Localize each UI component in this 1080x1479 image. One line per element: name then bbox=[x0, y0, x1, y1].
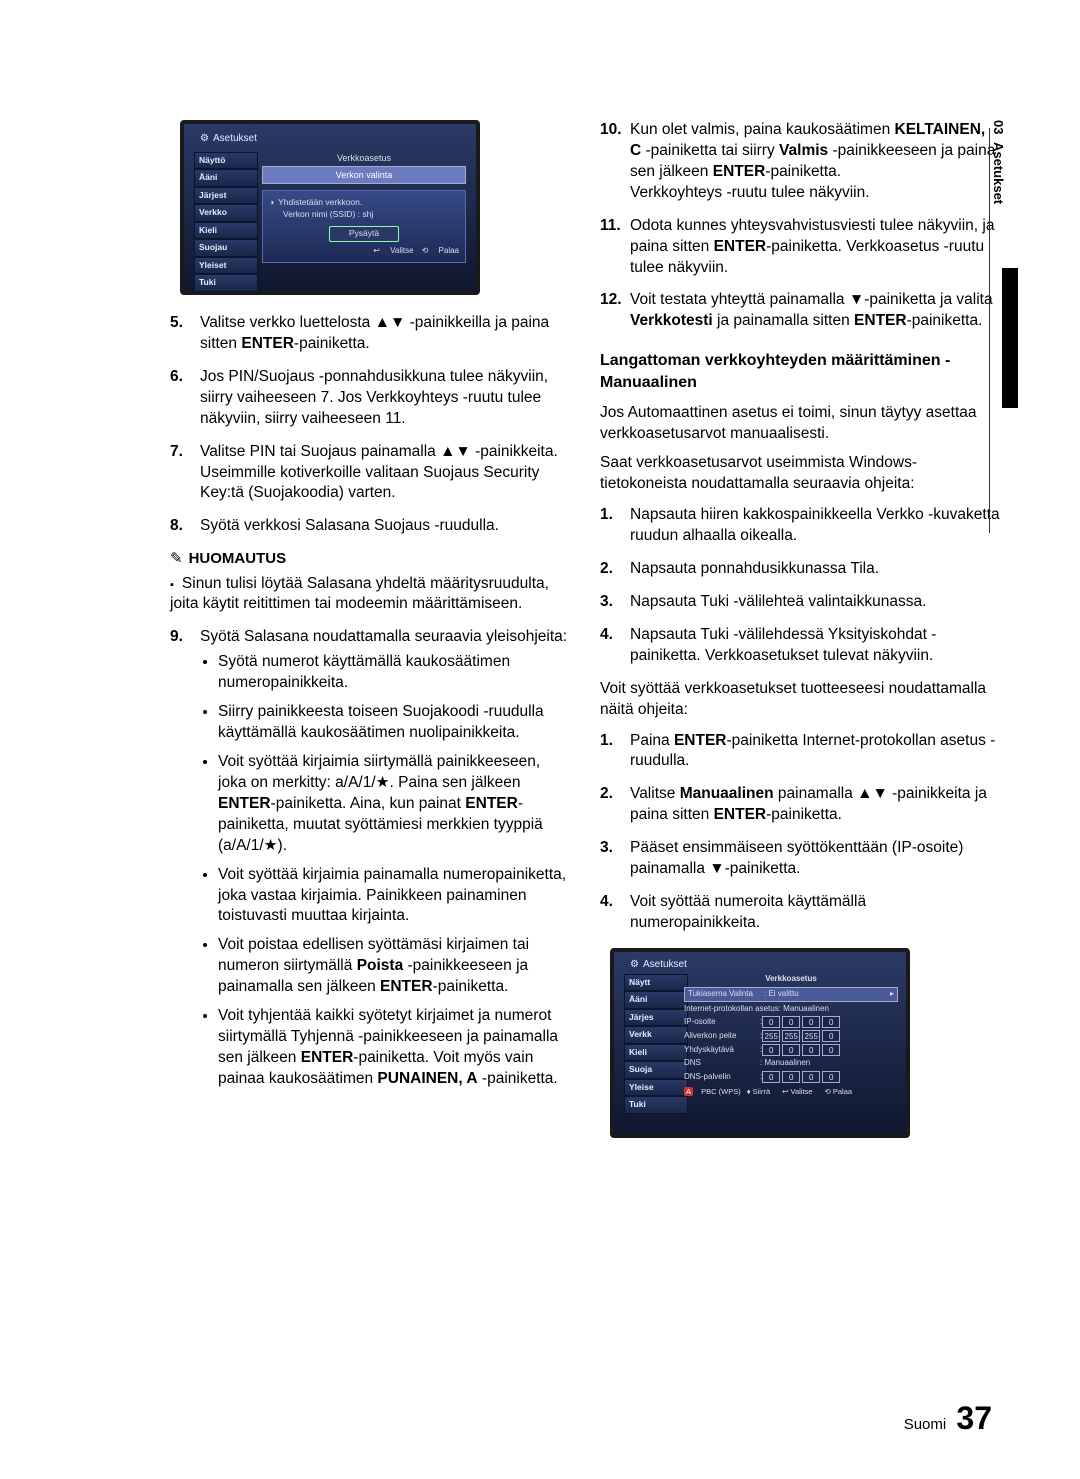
step-list-left-2: 9. Syötä Salasana noudattamalla seuraavi… bbox=[170, 627, 570, 1097]
note-list: Sinun tulisi löytää Salasana yhdeltä mää… bbox=[170, 574, 570, 616]
tv-menu-item: Järjest bbox=[194, 187, 258, 204]
substep: 1.Napsauta hiiren kakkospainikkeella Ver… bbox=[600, 505, 1000, 547]
tv-screenshot-1: Asetukset Näyttö Ääni Järjest Verkko Kie… bbox=[180, 120, 480, 295]
bullet: Voit syöttää kirjaimia siirtymällä paini… bbox=[218, 752, 570, 857]
footer-lang: Suomi bbox=[904, 1416, 947, 1433]
tv-selected: Verkon valinta bbox=[262, 166, 466, 184]
proto-row: Internet-protokollan asetus: Manuaalinen bbox=[684, 1004, 898, 1015]
spinner-icon: ◑ bbox=[269, 197, 274, 208]
tv-menu: Näyttö Ääni Järjest Verkko Kieli Suojau … bbox=[194, 152, 258, 292]
tv-menu-item: Kieli bbox=[194, 222, 258, 239]
substep: 2.Valitse Manuaalinen painamalla ▲▼ -pai… bbox=[600, 784, 1000, 826]
page-number: 37 bbox=[956, 1400, 992, 1436]
field-label: Yhdyskäytävä bbox=[684, 1045, 760, 1056]
tv-screenshot-2: Asetukset Näytt Ääni Järjes Verkk Kieli … bbox=[610, 948, 910, 1138]
tv-menu-item: Tuki bbox=[194, 274, 258, 291]
subheading: Langattoman verkkoyhteyden määrittäminen… bbox=[600, 350, 1000, 393]
tv-title: Asetukset bbox=[630, 958, 687, 972]
margin-line bbox=[989, 128, 990, 533]
field-label: DNS-palvelin bbox=[684, 1072, 760, 1083]
substeps-1: 1.Napsauta hiiren kakkospainikkeella Ver… bbox=[600, 505, 1000, 667]
chevron-right-icon: ▸ bbox=[890, 989, 894, 1000]
substep: 2.Napsauta ponnahdusikkunassa Tila. bbox=[600, 559, 1000, 580]
tv-menu-item: Suojau bbox=[194, 239, 258, 256]
tv-menu-item: Tuki bbox=[624, 1096, 688, 1113]
step-12: 12.Voit testata yhteyttä painamalla ▼-pa… bbox=[600, 290, 1000, 332]
bullet: Voit syöttää kirjaimia painamalla numero… bbox=[218, 865, 570, 928]
bullet: Siirry painikkeesta toiseen Suojakoodi -… bbox=[218, 702, 570, 744]
tv-menu-item: Yleiset bbox=[194, 257, 258, 274]
tv-menu-item: Verkko bbox=[194, 204, 258, 221]
step-list-left: 5.Valitse verkko luettelosta ▲▼ -painikk… bbox=[170, 313, 570, 537]
popup-line: Yhdistetään verkkoon. bbox=[278, 197, 362, 208]
step-5: 5.Valitse verkko luettelosta ▲▼ -painikk… bbox=[170, 313, 570, 355]
tv-menu-item: Suoja bbox=[624, 1061, 688, 1078]
ip-fields: 0000 bbox=[762, 1016, 840, 1028]
bullet-list: Syötä numerot käyttämällä kaukosäätimen … bbox=[200, 652, 570, 1090]
tv-popup: ◑ Yhdistetään verkkoon. Verkon nimi (SSID… bbox=[262, 190, 466, 263]
page-footer: Suomi 37 bbox=[904, 1400, 992, 1437]
netmask-fields: 2552552550 bbox=[762, 1030, 840, 1042]
tv-footer: A PBC (WPS)♦ Siirrä↩ Valitse⟲ Palaa bbox=[684, 1087, 898, 1097]
substep: 4.Napsauta Tuki -välilehdessä Yksityisko… bbox=[600, 625, 1000, 667]
substep: 3.Pääset ensimmäiseen syöttökenttään (IP… bbox=[600, 838, 1000, 880]
step-8: 8.Syötä verkkosi Salasana Suojaus -ruudu… bbox=[170, 516, 570, 537]
gateway-fields: 0000 bbox=[762, 1044, 840, 1056]
step-10: 10.Kun olet valmis, paina kaukosäätimen … bbox=[600, 120, 1000, 204]
para: Jos Automaattinen asetus ei toimi, sinun… bbox=[600, 403, 1000, 445]
tv-menu-item: Ääni bbox=[194, 169, 258, 186]
tv-menu-item: Ääni bbox=[624, 991, 688, 1008]
field-value: : Ei valittu bbox=[764, 989, 799, 1000]
tv-title: Asetukset bbox=[200, 132, 257, 146]
tv-heading: Verkkoasetus bbox=[684, 974, 898, 985]
field-label: Aliverkon peite bbox=[684, 1031, 760, 1042]
tv-menu-item: Yleise bbox=[624, 1079, 688, 1096]
tv-footer: ↩ Valitse⟲ Palaa bbox=[269, 246, 459, 257]
para: Saat verkkoasetusarvot useimmista Window… bbox=[600, 453, 1000, 495]
section-label: Asetukset bbox=[991, 142, 1006, 204]
step-7: 7.Valitse PIN tai Suojaus painamalla ▲▼ … bbox=[170, 442, 570, 505]
dns-fields: 0000 bbox=[762, 1071, 840, 1083]
step-6: 6.Jos PIN/Suojaus -ponnahdusikkuna tulee… bbox=[170, 367, 570, 430]
note-item: Sinun tulisi löytää Salasana yhdeltä mää… bbox=[170, 574, 570, 616]
field-label: Tukiasema Valinta bbox=[688, 989, 764, 1000]
tv-content: Verkkoasetus Verkon valinta ◑ Yhdistetään… bbox=[262, 152, 466, 263]
tv-menu-item: Kieli bbox=[624, 1044, 688, 1061]
tv-menu: Näytt Ääni Järjes Verkk Kieli Suoja Ylei… bbox=[624, 974, 688, 1114]
popup-line: Verkon nimi (SSID) : shj bbox=[269, 209, 459, 220]
para: Voit syöttää verkkoasetukset tuotteesees… bbox=[600, 679, 1000, 721]
thumb-marker bbox=[1002, 268, 1018, 408]
bullet: Syötä numerot käyttämällä kaukosäätimen … bbox=[218, 652, 570, 694]
tv-menu-item: Näyttö bbox=[194, 152, 258, 169]
section-number: 03 bbox=[991, 120, 1006, 134]
tv-content: Verkkoasetus Tukiasema Valinta: Ei valit… bbox=[684, 972, 898, 1097]
stop-button: Pysäytä bbox=[329, 226, 399, 241]
step-11: 11.Odota kunnes yhteysvahvistusviesti tu… bbox=[600, 216, 1000, 279]
note-heading: HUOMAUTUS bbox=[170, 549, 570, 569]
tv-menu-item: Verkk bbox=[624, 1026, 688, 1043]
substeps-2: 1.Paina ENTER-painiketta Internet-protok… bbox=[600, 731, 1000, 934]
substep: 3.Napsauta Tuki -välilehteä valintaikkun… bbox=[600, 592, 1000, 613]
bullet: Voit poistaa edellisen syöttämäsi kirjai… bbox=[218, 935, 570, 998]
tv-menu-item: Järjes bbox=[624, 1009, 688, 1026]
field-value: : Manuaalinen bbox=[760, 1058, 810, 1069]
tv-menu-item: Näytt bbox=[624, 974, 688, 991]
tv-heading: Verkkoasetus bbox=[262, 152, 466, 164]
field-label: DNS bbox=[684, 1058, 760, 1069]
field-label: IP-osoite bbox=[684, 1017, 760, 1028]
step-9: 9. Syötä Salasana noudattamalla seuraavi… bbox=[170, 627, 570, 1097]
substep: 1.Paina ENTER-painiketta Internet-protok… bbox=[600, 731, 1000, 773]
substep: 4.Voit syöttää numeroita käyttämällä num… bbox=[600, 892, 1000, 934]
bullet: Voit tyhjentää kaikki syötetyt kirjaimet… bbox=[218, 1006, 570, 1090]
step-list-right: 10.Kun olet valmis, paina kaukosäätimen … bbox=[600, 120, 1000, 332]
